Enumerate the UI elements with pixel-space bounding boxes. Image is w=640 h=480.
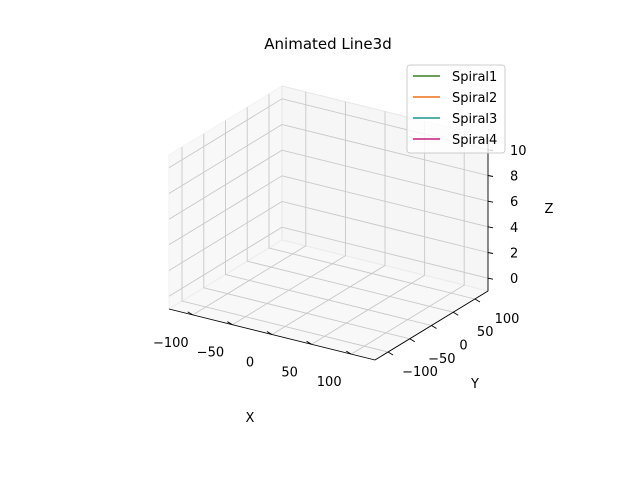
z-tick [487, 226, 494, 229]
x-tick-label: 50 [281, 365, 298, 380]
y-tick [474, 298, 481, 303]
grid-line-y [203, 133, 410, 340]
chart-title: Animated Line3d [264, 35, 391, 53]
tick-marks [187, 149, 494, 356]
x-tick-label: −50 [197, 346, 224, 361]
z-tick [487, 252, 494, 254]
grid-line-z [168, 124, 489, 194]
z-tick-label: 2 [510, 247, 518, 262]
grid-line-z [168, 226, 489, 297]
x-tick [345, 350, 352, 355]
x-tick-label: 100 [317, 375, 342, 390]
legend-label: Spiral3 [452, 112, 497, 127]
y-tick-label: 0 [459, 339, 467, 354]
y-tick-label: −50 [428, 352, 455, 367]
grid-line-z [168, 149, 489, 220]
y-tick-label: 100 [495, 312, 520, 327]
x-tick [227, 321, 233, 326]
grid-line-x [350, 131, 465, 355]
grid-line-z [168, 201, 489, 271]
grid-line-x [232, 101, 346, 326]
grid-line-y [225, 120, 432, 326]
x-tick-label: 0 [246, 356, 254, 371]
x-tick [306, 340, 312, 345]
grid-line-y [246, 107, 454, 313]
y-tick [409, 338, 416, 343]
grid-line-y [268, 94, 476, 300]
grid-lines [168, 91, 489, 355]
grid-line-z [168, 175, 489, 246]
legend-box [406, 64, 506, 154]
grid-line-y [181, 147, 389, 353]
y-tick [387, 351, 394, 356]
z-tick-label: 6 [510, 195, 518, 210]
z-axis-label: Z [545, 202, 554, 217]
legend: Spiral1 Spiral2 Spiral3 Spiral4 [406, 64, 506, 154]
z-tick-label: 8 [510, 170, 518, 185]
grid-line-x [192, 91, 307, 316]
y-tick-label: −100 [402, 365, 438, 380]
z-tick [487, 175, 494, 177]
legend-label: Spiral2 [452, 91, 497, 106]
x-tick [187, 311, 194, 316]
y-axis-label: Y [470, 377, 479, 392]
x-axis-label: X [246, 411, 255, 426]
grid-line-x [271, 111, 386, 335]
x-tick-label: −100 [153, 336, 189, 351]
legend-label: Spiral1 [452, 70, 497, 85]
y-tick [452, 311, 459, 316]
legend-label: Spiral4 [452, 133, 497, 148]
y-tick-label: 50 [477, 325, 494, 340]
grid-line-x [311, 121, 426, 345]
z-tick-label: 4 [510, 221, 518, 236]
z-tick-label: 10 [510, 144, 527, 159]
z-tick [487, 277, 494, 280]
y-tick [431, 325, 437, 329]
z-tick-label: 0 [510, 272, 518, 287]
x-tick [266, 331, 273, 335]
z-tick [487, 200, 494, 203]
